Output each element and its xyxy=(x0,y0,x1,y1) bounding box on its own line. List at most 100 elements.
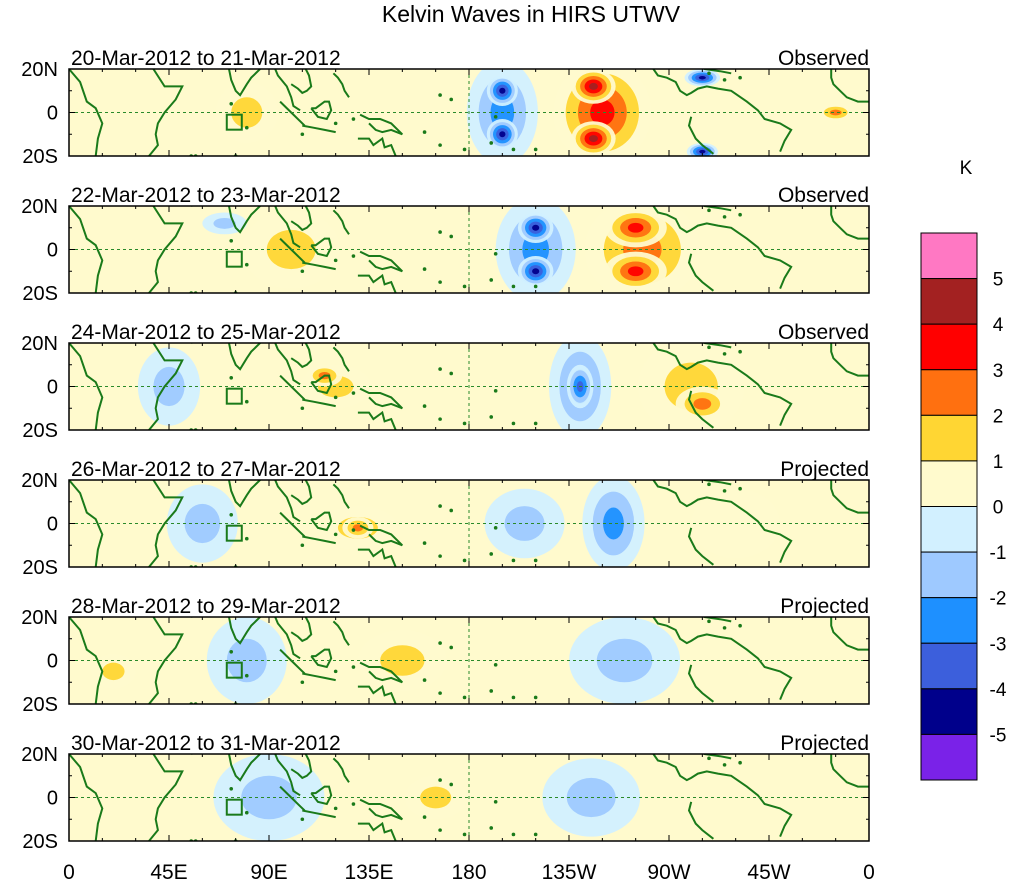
coastline xyxy=(359,798,404,821)
island-marker xyxy=(229,102,234,106)
colorbar-swatch xyxy=(920,369,978,416)
colorbar-tick-label: -1 xyxy=(990,543,1007,564)
island-marker xyxy=(438,367,442,371)
panel-status: Observed xyxy=(778,184,869,207)
coastline xyxy=(290,343,313,369)
island-marker xyxy=(533,147,538,152)
longitude-label: 135W xyxy=(542,861,597,884)
coastline xyxy=(702,480,732,486)
coastline xyxy=(652,480,793,563)
island-marker xyxy=(351,117,356,121)
longitude-label: 0 xyxy=(63,861,75,884)
anomaly-contour xyxy=(603,507,624,540)
coastline xyxy=(702,754,732,760)
island-marker xyxy=(722,78,727,82)
map-panel: 20N 0 20S 30-Mar-2012 to 31-Mar-2012 Project… xyxy=(21,732,870,853)
island-marker xyxy=(422,267,427,271)
island-marker xyxy=(489,689,494,693)
anomaly-contour xyxy=(589,82,598,90)
latitude-label: 20S xyxy=(22,694,58,716)
colorbar-tick-label: 1 xyxy=(993,452,1004,473)
island-marker xyxy=(333,806,338,811)
island-marker xyxy=(489,415,494,419)
coastline xyxy=(359,250,404,273)
region-box xyxy=(225,661,243,679)
panel-status: Projected xyxy=(780,458,869,481)
island-marker xyxy=(722,352,727,356)
colorbar-swatch xyxy=(920,278,978,325)
anomaly-contour xyxy=(499,87,506,94)
map-panel: 20N 0 20S 24-Mar-2012 to 25-Mar-2012 Observe… xyxy=(21,321,870,442)
latitude-label: 0 xyxy=(47,103,58,125)
island-marker xyxy=(511,832,516,837)
coastline xyxy=(332,346,350,372)
colorbar-swatch xyxy=(920,597,978,644)
island-marker xyxy=(722,763,727,767)
coastline xyxy=(191,617,301,660)
latitude-label: 0 xyxy=(47,377,58,399)
island-marker xyxy=(489,141,494,145)
island-marker xyxy=(438,504,442,508)
island-marker xyxy=(351,391,356,395)
coastline xyxy=(830,69,869,103)
island-marker xyxy=(493,115,498,119)
island-marker xyxy=(438,280,442,284)
colorbar-tick-label: 3 xyxy=(993,361,1004,382)
island-marker xyxy=(438,778,442,782)
colorbar-tick-label: 0 xyxy=(993,498,1004,519)
island-marker xyxy=(229,650,234,654)
coastline xyxy=(191,754,301,797)
coastline xyxy=(702,343,732,349)
island-marker xyxy=(462,558,467,563)
island-marker xyxy=(333,532,338,537)
coastline xyxy=(191,343,301,386)
island-marker xyxy=(722,489,727,493)
region-box xyxy=(225,250,243,268)
island-marker xyxy=(489,826,494,830)
colorbar-swatch xyxy=(920,323,978,371)
colorbar-swatch xyxy=(920,414,978,462)
coastline xyxy=(69,69,104,156)
island-marker xyxy=(489,278,494,282)
region-box xyxy=(225,387,243,405)
island-marker xyxy=(707,345,711,350)
coastline xyxy=(148,69,184,156)
region-box xyxy=(225,113,243,131)
island-marker xyxy=(511,695,516,700)
coastline xyxy=(279,374,306,401)
latitude-label: 0 xyxy=(47,514,58,536)
coastline xyxy=(310,237,333,258)
anomaly-contour xyxy=(698,75,706,80)
latitude-label: 20S xyxy=(22,283,58,305)
island-marker xyxy=(707,71,711,76)
anomaly-contour xyxy=(693,398,712,410)
island-marker xyxy=(462,284,467,289)
map-panels: 20N 0 20S 20-Mar-2012 to 21-Mar-2012 Observe… xyxy=(21,47,870,853)
anomaly-contour xyxy=(699,149,706,154)
island-marker xyxy=(300,543,305,548)
coastline xyxy=(359,113,404,136)
coastline xyxy=(687,116,715,155)
coastline xyxy=(652,343,793,426)
coastline xyxy=(332,72,350,98)
coastline xyxy=(310,785,333,806)
coastline xyxy=(290,617,313,643)
island-marker xyxy=(493,526,498,530)
coastline xyxy=(830,343,869,377)
coastline xyxy=(191,206,301,249)
island-marker xyxy=(738,75,742,80)
anomaly-contour xyxy=(231,97,263,128)
coastline xyxy=(279,785,306,812)
coastline xyxy=(279,511,306,538)
island-marker xyxy=(229,239,234,243)
coastline xyxy=(302,809,336,819)
island-marker xyxy=(533,421,538,426)
coastline xyxy=(687,253,715,292)
coastline xyxy=(148,206,184,293)
coastline xyxy=(687,527,715,566)
map-panel: 20N 0 20S 20-Mar-2012 to 21-Mar-2012 Observe… xyxy=(21,47,870,168)
latitude-label: 20N xyxy=(21,59,58,81)
island-marker xyxy=(351,254,356,258)
colorbar-swatch xyxy=(920,232,978,280)
